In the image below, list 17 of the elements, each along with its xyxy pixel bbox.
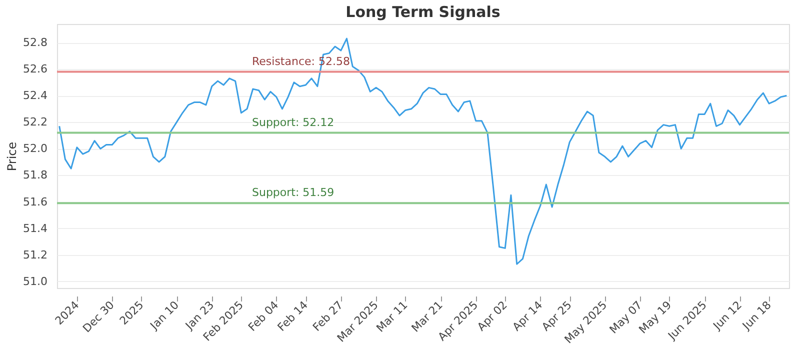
ref-line-label: Support: 52.12 xyxy=(252,116,334,129)
chart-title: Long Term Signals xyxy=(346,3,500,21)
y-tick-label: 51.2 xyxy=(23,248,48,262)
y-tick-label: 52.6 xyxy=(23,62,48,76)
y-tick-label: 51.4 xyxy=(23,222,48,235)
y-tick-label: 51.8 xyxy=(23,168,48,182)
y-tick-label: 52.0 xyxy=(23,142,48,156)
ref-line-label: Support: 51.59 xyxy=(252,186,334,200)
y-tick-label: 52.8 xyxy=(23,36,48,50)
y-tick-label: 52.4 xyxy=(23,89,48,102)
y-axis-title: Price xyxy=(5,142,20,172)
y-tick-label: 52.2 xyxy=(23,116,48,129)
x-tick-label: Jan 10 xyxy=(147,298,182,333)
line-series xyxy=(58,38,788,265)
y-tick-label: 51.6 xyxy=(23,195,48,208)
y-tick-label: 51.0 xyxy=(23,274,48,288)
x-tick-label: Dec 30 xyxy=(80,298,117,336)
